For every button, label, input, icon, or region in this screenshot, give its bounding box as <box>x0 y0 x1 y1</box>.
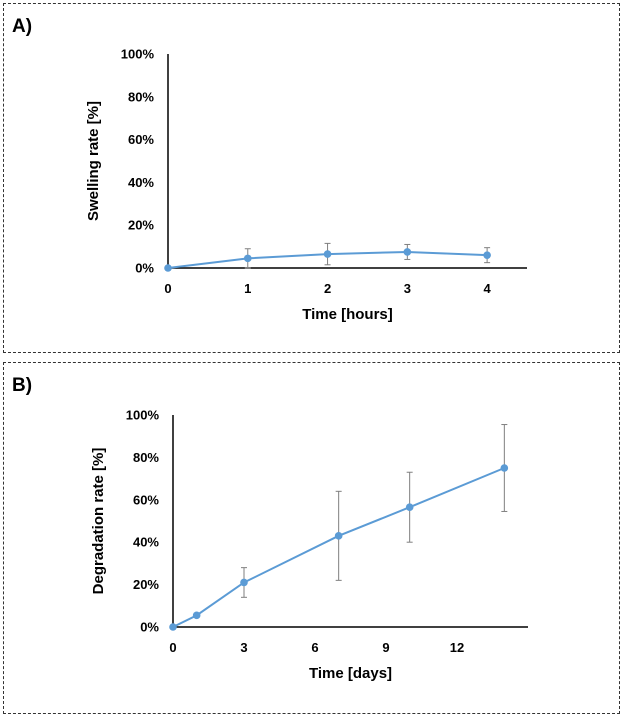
x-tick-label: 0 <box>164 281 171 296</box>
x-tick-label: 1 <box>244 281 251 296</box>
y-tick-label: 20% <box>133 577 159 592</box>
y-axis-title: Degradation rate [%] <box>90 448 107 595</box>
y-tick-label: 0% <box>140 620 159 635</box>
y-tick-label: 40% <box>133 535 159 550</box>
swelling-rate-chart: 0% 20% 40% 60% 80% 100% 0 1 2 3 4 Time [hours] Swell… <box>85 47 527 323</box>
y-tick-label: 100% <box>126 408 160 423</box>
panel-a-label: A) <box>12 16 33 37</box>
data-point <box>240 578 248 587</box>
degradation-rate-chart: 0% 20% 40% 60% 80% 100% 0 3 6 9 12 Time [days] Degra… <box>90 408 528 682</box>
data-point <box>323 250 332 258</box>
data-point <box>483 251 491 259</box>
x-tick-label: 3 <box>240 640 247 655</box>
panel-b: B) 0% 20% 40% 60% 80% 100% 0 3 6 9 12 Time [days] De… <box>3 362 620 714</box>
x-tick-label: 4 <box>483 281 491 296</box>
y-tick-label: 100% <box>121 47 155 62</box>
x-tick-label: 6 <box>311 640 318 655</box>
y-tick-label: 20% <box>128 218 154 233</box>
y-axis-title: Swelling rate [%] <box>85 101 102 221</box>
data-point <box>403 248 412 256</box>
x-tick-label: 0 <box>169 640 176 655</box>
x-tick-label: 12 <box>450 640 464 655</box>
data-point <box>243 254 252 263</box>
x-tick-label: 3 <box>404 281 411 296</box>
panel-a: A) 0% 20% 40% 60% 80% 100% 0 1 2 3 4 Time [hours] Sw… <box>3 3 620 353</box>
x-tick-label: 9 <box>382 640 389 655</box>
x-tick-label: 2 <box>324 281 331 296</box>
data-point <box>405 503 414 512</box>
data-point <box>334 532 343 540</box>
data-point <box>164 264 172 272</box>
series-line <box>172 467 505 628</box>
x-axis-title: Time [hours] <box>302 306 393 323</box>
y-tick-label: 0% <box>135 261 154 276</box>
data-point <box>192 611 201 620</box>
y-tick-label: 60% <box>128 132 154 147</box>
panel-b-label: B) <box>12 375 33 396</box>
y-tick-label: 60% <box>133 492 159 507</box>
data-point <box>500 464 509 472</box>
data-point <box>169 623 177 631</box>
x-axis-title: Time [days] <box>309 665 392 682</box>
y-tick-label: 40% <box>128 175 154 190</box>
y-tick-label: 80% <box>133 450 159 465</box>
y-tick-label: 80% <box>128 89 154 104</box>
